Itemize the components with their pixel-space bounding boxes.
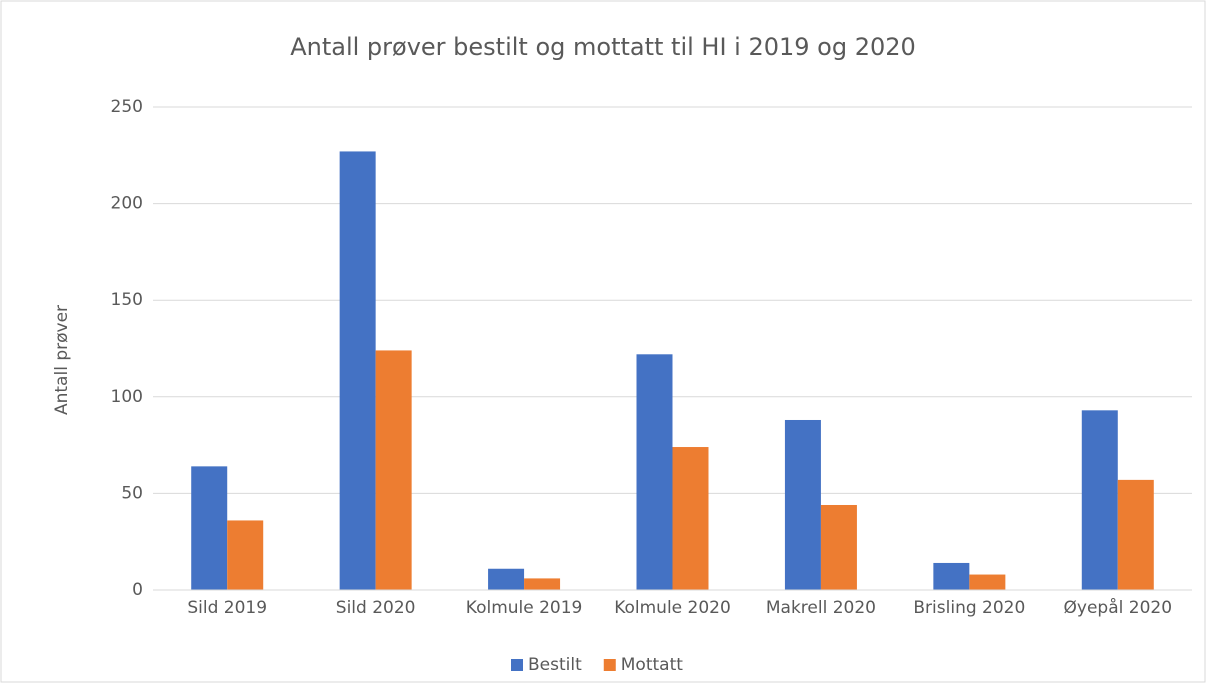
bar [375, 350, 412, 590]
bar [820, 504, 857, 590]
bar [339, 151, 376, 590]
bar [524, 578, 561, 590]
bar [1081, 410, 1118, 590]
legend-swatch [511, 659, 523, 671]
bar [933, 562, 970, 590]
x-tick-label: Kolmule 2020 [614, 598, 731, 618]
legend-swatch [603, 659, 616, 671]
x-tick-label: Sild 2019 [187, 598, 267, 618]
bar [191, 466, 228, 590]
legend-label: Mottatt [621, 655, 683, 675]
bar [969, 574, 1006, 590]
chart-title: Antall prøver bestilt og mottatt til HI … [290, 33, 916, 61]
y-tick-label: 100 [111, 387, 143, 407]
y-tick-label: 50 [121, 483, 143, 503]
bar [784, 419, 821, 590]
bar [1117, 479, 1154, 590]
x-tick-label: Sild 2020 [336, 598, 416, 618]
y-tick-label: 250 [111, 97, 143, 117]
y-axis-label: Antall prøver [52, 305, 72, 415]
bar [672, 447, 709, 590]
bar [488, 568, 525, 590]
bar [636, 354, 673, 590]
legend-label: Bestilt [528, 655, 582, 675]
x-tick-label: Kolmule 2019 [466, 598, 583, 618]
x-tick-label: Makrell 2020 [766, 598, 876, 618]
y-tick-label: 150 [111, 290, 143, 310]
x-tick-label: Brisling 2020 [913, 598, 1025, 618]
y-tick-label: 200 [111, 194, 143, 214]
y-tick-label: 0 [132, 580, 143, 600]
x-tick-label: Øyepål 2020 [1064, 597, 1173, 618]
bar [227, 520, 264, 590]
